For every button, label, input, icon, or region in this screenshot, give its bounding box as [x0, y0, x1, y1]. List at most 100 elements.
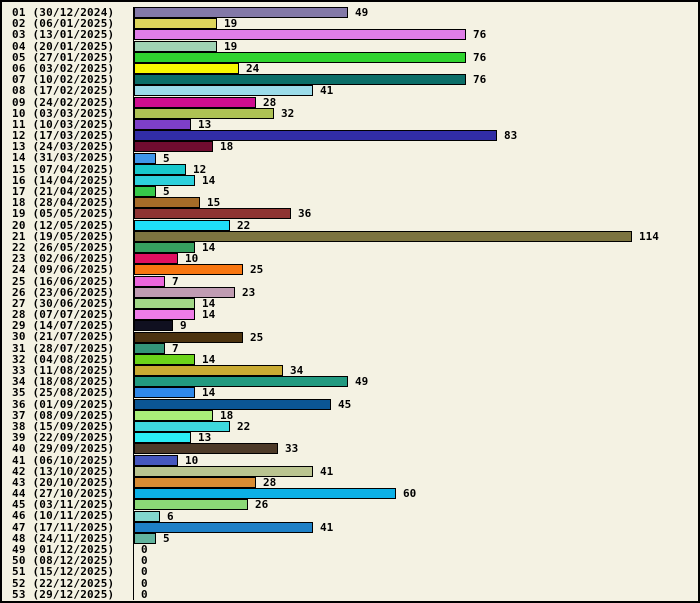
bar-track: 33 [133, 442, 698, 456]
bar-value-label: 49 [355, 6, 369, 20]
bar-track: 10 [133, 454, 698, 466]
y-axis-label: 12 (17/03/2025) [12, 130, 115, 142]
chart-row: 27 (30/06/2025) 14 [2, 296, 698, 310]
bar-track: 5 [133, 152, 698, 164]
y-axis-label: 17 (21/04/2025) [12, 186, 115, 198]
bar-track: 45 [133, 397, 698, 411]
chart-row: 43 (20/10/2025) 28 [2, 476, 698, 489]
y-axis-label: 14 (31/03/2025) [12, 152, 115, 164]
y-axis-label: 24 (09/06/2025) [12, 264, 115, 276]
bar [134, 152, 156, 164]
chart-row: 41 (06/10/2025) 10 [2, 454, 698, 466]
chart-row: 11 (10/03/2025) 13 [2, 118, 698, 131]
bar [134, 286, 235, 298]
y-axis-label: 45 (03/11/2025) [12, 499, 115, 511]
bar-track: 13 [133, 432, 698, 444]
bar-track: 10 [133, 253, 698, 265]
bar-value-label: 24 [246, 62, 260, 76]
bar-track: 19 [133, 17, 698, 31]
chart-row: 17 (21/04/2025) 5 [2, 185, 698, 199]
bar-value-label: 22 [237, 420, 251, 434]
bar-value-label: 15 [207, 196, 221, 210]
bar-value-label: 76 [473, 28, 487, 42]
chart-row: 32 (04/08/2025) 14 [2, 352, 698, 366]
bar-track: 23 [133, 286, 698, 298]
bar-track: 26 [133, 499, 698, 511]
bar [134, 521, 313, 533]
bar-value-label: 9 [180, 319, 187, 333]
bar-value-label: 45 [338, 397, 352, 411]
bar [134, 163, 186, 175]
bar-track: 28 [133, 95, 698, 109]
bar-value-label: 19 [224, 17, 238, 31]
bar [134, 264, 243, 276]
y-axis-label: 15 (07/04/2025) [12, 163, 115, 175]
bar-track: 18 [133, 140, 698, 154]
bar-value-label: 18 [220, 408, 234, 422]
bar-value-label: 83 [504, 129, 518, 143]
chart-row: 10 (03/03/2025) 32 [2, 107, 698, 119]
bar-value-label: 0 [141, 543, 148, 557]
y-axis-label: 25 (16/06/2025) [12, 275, 115, 287]
bar-track: 14 [133, 352, 698, 366]
bar [134, 107, 274, 119]
y-axis-label: 02 (06/01/2025) [12, 18, 115, 30]
bar-track: 76 [133, 28, 698, 42]
bar-track: 18 [133, 408, 698, 422]
bar-track: 36 [133, 208, 698, 220]
chart-row: 05 (27/01/2025) 76 [2, 51, 698, 63]
bar [134, 532, 156, 544]
bar-value-label: 14 [202, 241, 216, 255]
chart-row: 14 (31/03/2025) 5 [2, 152, 698, 164]
y-axis-label: 26 (23/06/2025) [12, 286, 115, 298]
y-axis-label: 06 (03/02/2025) [12, 62, 115, 75]
bar-value-label: 34 [290, 364, 304, 378]
bar-track: 24 [133, 62, 698, 76]
y-axis-label: 53 (29/12/2025) [12, 588, 115, 600]
bar-value-label: 41 [320, 84, 334, 98]
y-axis-label: 29 (14/07/2025) [12, 320, 115, 332]
bar [134, 331, 243, 343]
bar-value-label: 7 [172, 274, 179, 288]
y-axis-label: 46 (10/11/2025) [12, 510, 115, 522]
bar [134, 174, 195, 186]
bar-value-label: 14 [202, 352, 216, 366]
bar-track: 14 [133, 387, 698, 399]
bar-track: 13 [133, 118, 698, 131]
bar-value-label: 114 [639, 229, 659, 243]
y-axis-label: 40 (29/09/2025) [12, 443, 115, 455]
chart-row: 46 (10/11/2025) 6 [2, 510, 698, 522]
bar-value-label: 25 [250, 330, 264, 344]
bar-track: 41 [133, 521, 698, 533]
bar-value-label: 25 [250, 263, 264, 277]
bar-track: 9 [133, 319, 698, 333]
bar [134, 197, 200, 209]
y-axis-label: 38 (15/09/2025) [12, 420, 115, 433]
bar-track: 6 [133, 510, 698, 522]
bar [134, 421, 230, 433]
bar-value-label: 28 [263, 95, 277, 109]
y-axis-label: 22 (26/05/2025) [12, 241, 115, 254]
bar-track: 76 [133, 51, 698, 63]
bar [134, 40, 217, 52]
bar-track: 41 [133, 84, 698, 98]
y-axis-label: 52 (22/12/2025) [12, 577, 115, 589]
chart-row: 52 (22/12/2025) 0 [2, 577, 698, 589]
bar [134, 320, 173, 332]
chart-row: 08 (17/02/2025) 41 [2, 84, 698, 98]
chart-row: 39 (22/09/2025) 13 [2, 432, 698, 444]
y-axis-label: 36 (01/09/2025) [12, 398, 115, 410]
bar-value-label: 0 [141, 587, 148, 601]
y-axis-label: 09 (24/02/2025) [12, 96, 115, 108]
bar-track: 60 [133, 488, 698, 500]
bar-value-label: 18 [220, 140, 234, 154]
bar-value-label: 33 [285, 442, 299, 456]
bar-value-label: 5 [163, 185, 170, 199]
bar-track: 5 [133, 532, 698, 544]
y-axis-label: 41 (06/10/2025) [12, 454, 115, 466]
bar-track: 25 [133, 263, 698, 277]
y-axis-label: 37 (08/09/2025) [12, 409, 115, 421]
bar-track: 0 [133, 555, 698, 567]
chart-row: 30 (21/07/2025) 25 [2, 330, 698, 344]
bar-value-label: 14 [202, 296, 216, 310]
